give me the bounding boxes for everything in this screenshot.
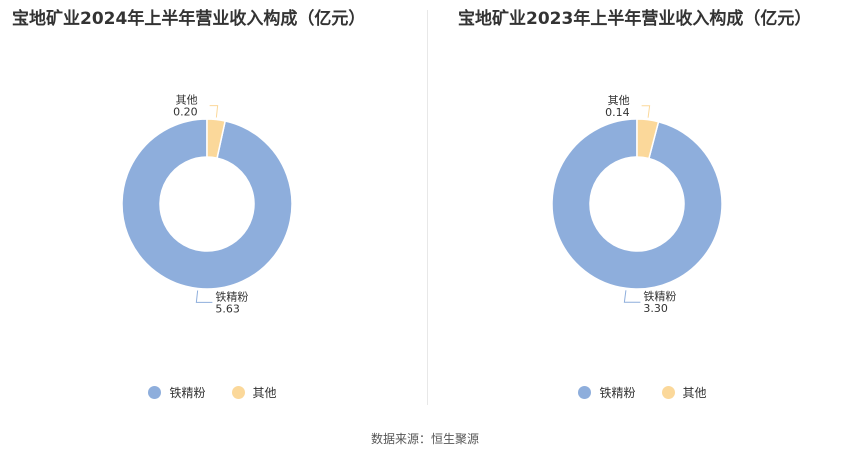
donut-slice-other[interactable]	[206, 118, 227, 159]
chart-panel-2024: 宝地矿业2024年上半年营业收入构成（亿元） 铁精粉 5.63 其他 0.20 铁精粉…	[0, 0, 425, 420]
legend-marker-other	[231, 386, 245, 399]
slice-label: 铁精粉	[215, 290, 248, 303]
slice-label: 其他	[608, 94, 630, 107]
legend-item-iron[interactable]: 铁精粉	[148, 384, 206, 401]
leader-line	[195, 290, 213, 303]
slice-label: 铁精粉	[643, 290, 676, 303]
legend: 铁精粉 其他	[430, 384, 850, 401]
slice-value: 0.20	[173, 106, 198, 119]
legend-marker-iron	[578, 386, 592, 399]
leader-line	[623, 290, 641, 303]
donut-slice-other[interactable]	[636, 118, 660, 160]
chart-title: 宝地矿业2024年上半年营业收入构成（亿元）	[12, 9, 366, 29]
slice-value: 3.30	[643, 302, 668, 315]
legend: 铁精粉 其他	[0, 384, 425, 401]
chart-title: 宝地矿业2023年上半年营业收入构成（亿元）	[458, 9, 812, 29]
data-source: 数据来源：恒生聚源	[370, 432, 479, 446]
slice-label: 其他	[176, 94, 198, 107]
donut-slice-iron[interactable]	[121, 118, 293, 290]
legend-item-iron[interactable]: 铁精粉	[578, 384, 636, 401]
slice-value: 5.63	[215, 302, 240, 315]
legend-item-other[interactable]: 其他	[661, 384, 707, 401]
legend-label: 铁精粉	[599, 386, 636, 400]
leader-line	[641, 105, 651, 118]
leader-line	[209, 105, 219, 118]
legend-label: 铁精粉	[169, 386, 206, 400]
legend-item-other[interactable]: 其他	[231, 384, 277, 401]
panel-divider	[427, 10, 428, 405]
legend-marker-iron	[148, 386, 162, 399]
slice-value: 0.14	[605, 106, 630, 119]
legend-marker-other	[661, 386, 675, 399]
donut-slice-iron[interactable]	[551, 118, 723, 290]
legend-label: 其他	[682, 386, 707, 400]
legend-label: 其他	[252, 386, 277, 400]
chart-panel-2023: 宝地矿业2023年上半年营业收入构成（亿元） 铁精粉 3.30 其他 0.14 铁精粉…	[430, 0, 850, 420]
